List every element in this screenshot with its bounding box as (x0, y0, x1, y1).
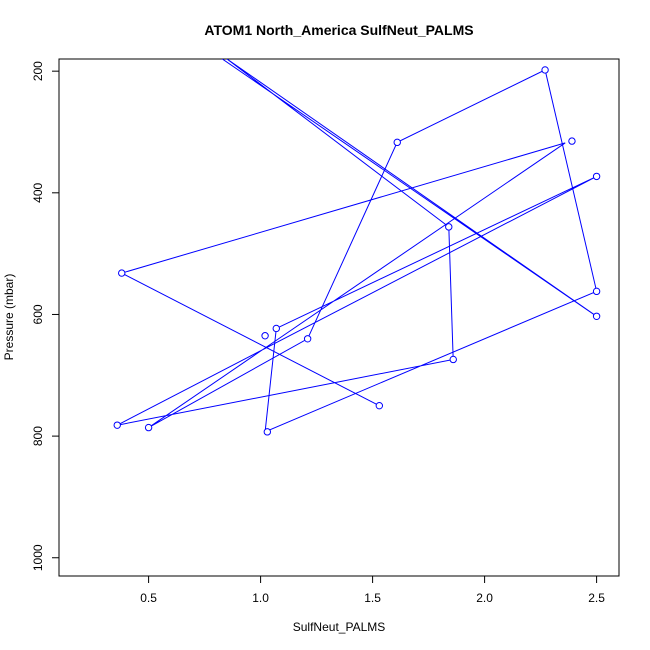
data-point (303, 335, 312, 343)
data-point (449, 355, 457, 364)
x-axis-label: SulfNeut_PALMS (293, 620, 386, 634)
data-point (118, 269, 126, 277)
y-axis-label: Pressure (mbar) (2, 274, 16, 361)
data-point (445, 223, 453, 231)
series-points (113, 66, 601, 436)
y-axis: 200 400 600 800 1000 (31, 61, 60, 571)
data-point (375, 401, 384, 410)
y-tick-label: 400 (31, 182, 45, 202)
x-axis: 0.5 1.0 1.5 2.0 2.5 (140, 575, 605, 605)
data-point (568, 137, 576, 145)
data-point (393, 138, 401, 147)
chart-title: ATOM1 North_America SulfNeut_PALMS (204, 22, 473, 38)
x-tick-label: 2.0 (476, 591, 493, 605)
data-point (541, 66, 549, 74)
x-tick-label: 1.0 (252, 591, 269, 605)
x-tick-label: 1.5 (364, 591, 381, 605)
data-point (261, 332, 269, 340)
data-point (272, 324, 280, 333)
data-point (113, 421, 121, 429)
x-tick-label: 2.5 (588, 591, 605, 605)
data-point (592, 172, 601, 181)
y-tick-label: 1000 (31, 544, 45, 571)
data-point (263, 428, 272, 436)
data-point (592, 287, 601, 296)
y-tick-label: 600 (31, 304, 45, 324)
data-point (592, 312, 601, 320)
data-point (144, 423, 153, 432)
y-tick-label: 800 (31, 426, 45, 446)
y-tick-label: 200 (31, 61, 45, 81)
x-tick-label: 0.5 (140, 591, 157, 605)
